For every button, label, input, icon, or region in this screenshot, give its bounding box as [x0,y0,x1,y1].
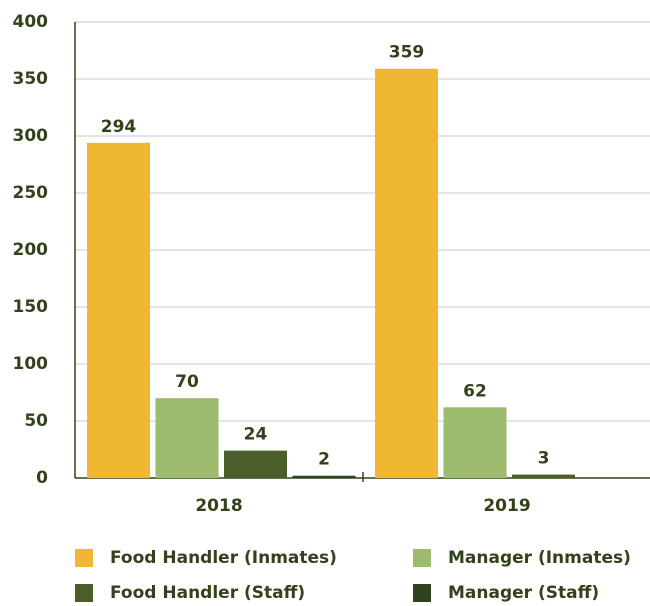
y-tick-label: 100 [13,354,49,374]
y-tick-label: 200 [13,240,49,260]
legend-swatch [413,549,431,567]
y-tick-label: 250 [13,183,49,203]
legend-label: Manager (Staff) [448,583,599,603]
y-tick-label: 50 [24,411,48,431]
legend-swatch [75,549,93,567]
legend-label: Food Handler (Inmates) [110,548,337,568]
bar [224,450,287,478]
bar [87,142,150,478]
y-tick-label: 0 [36,468,48,488]
bar [512,474,575,478]
x-tick-label: 2019 [483,496,530,516]
bar [292,475,356,478]
y-tick-label: 150 [13,297,49,317]
value-label: 294 [101,117,137,137]
value-label: 3 [538,449,550,469]
legend-label: Food Handler (Staff) [110,583,305,603]
value-label: 62 [463,381,487,401]
bar [375,68,438,479]
bar [155,398,219,478]
legend-label: Manager (Inmates) [448,548,631,568]
legend-swatch [413,584,431,602]
x-tick-label: 2018 [195,496,242,516]
y-tick-label: 300 [13,126,49,146]
value-label: 359 [389,43,425,63]
legend-swatch [75,584,93,602]
value-label: 70 [175,372,199,392]
value-label: 24 [244,425,268,445]
y-tick-label: 350 [13,69,49,89]
value-label: 2 [318,450,330,470]
y-tick-label: 400 [13,12,49,32]
bar [443,407,507,478]
